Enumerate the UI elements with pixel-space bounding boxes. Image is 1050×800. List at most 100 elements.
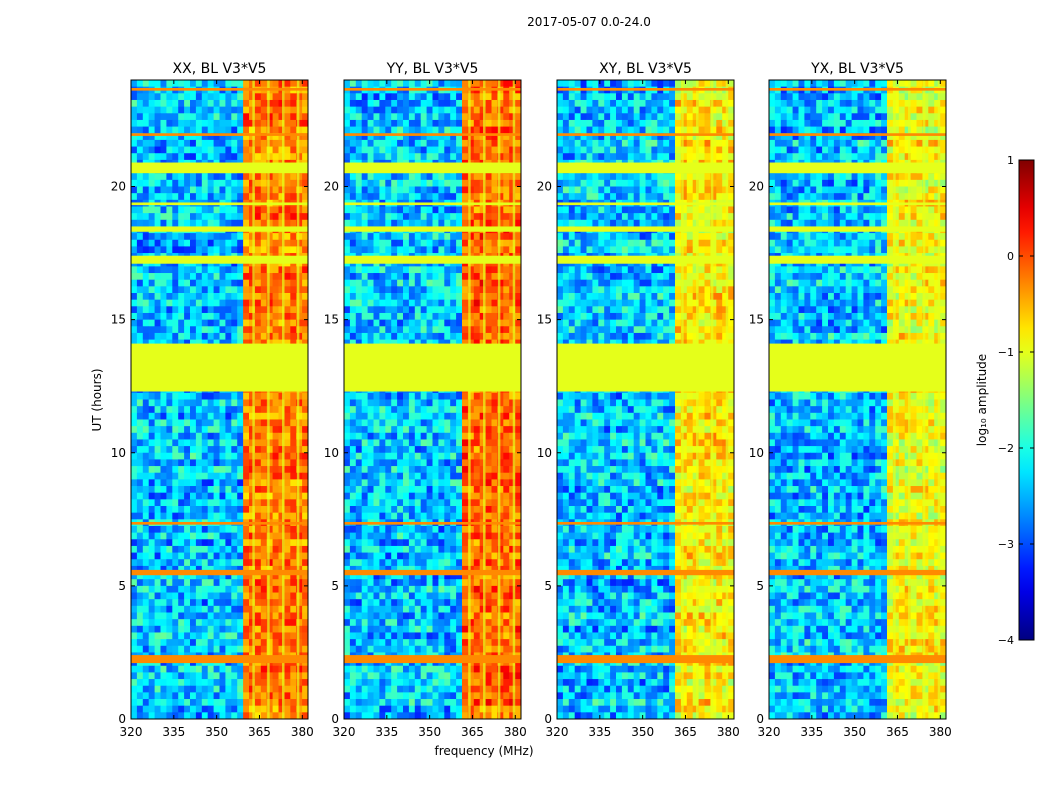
heatmap-cell [172,559,179,567]
heatmap-cell [349,312,357,321]
heatmap-cell [260,632,268,640]
heatmap-cell [178,552,185,560]
heatmap-cell [142,219,150,227]
heatmap-cell [148,306,155,314]
heatmap-cell [266,605,273,613]
heatmap-cell [397,459,404,467]
heatmap-cell [260,552,268,560]
heatmap-cell [142,146,150,154]
heatmap-cell [284,665,291,673]
heatmap-cell [385,506,392,514]
heatmap-cell [420,119,427,127]
heatmap-cell [178,639,185,647]
heatmap-cell [491,426,498,434]
heatmap-cell [284,672,291,680]
heatmap-cell [243,625,250,633]
heatmap-cell [136,645,144,653]
heatmap-cell [201,599,209,607]
heatmap-cell [450,186,457,194]
heatmap-cell [373,506,380,514]
heatmap-cell [154,545,161,553]
heatmap-cell [142,319,150,327]
heatmap-cell [403,153,410,161]
heatmap-cell [160,692,167,700]
heatmap-cell [403,213,410,221]
heatmap-cell [479,186,486,194]
heatmap-cell [403,93,410,101]
heatmap-cell [154,139,161,147]
heatmap-cell [426,299,433,307]
heatmap-cell [195,472,203,480]
heatmap-cell [142,512,150,520]
heatmap-cell [379,80,386,88]
heatmap-cell [266,219,273,227]
heatmap-cell [473,139,481,147]
heatmap-cell [379,246,386,254]
heatmap-cell [284,206,291,214]
heatmap-cell [131,452,138,460]
heatmap-cell [426,452,433,460]
heatmap-cell [344,525,351,534]
heatmap-cell [503,419,510,427]
heatmap-cell [131,293,138,301]
heatmap-cell [290,565,297,573]
heatmap-cell [284,439,291,447]
heatmap-cell [243,599,250,607]
heatmap-cell [284,319,291,327]
heatmap-cell [432,319,439,327]
heatmap-cell [503,179,510,187]
heatmap-cell [266,146,273,154]
heatmap-cell [213,439,220,447]
heatmap-cell [373,213,380,221]
heatmap-cell [272,139,279,147]
heatmap-cell [385,479,392,487]
heatmap-cell [361,146,368,154]
heatmap-cell [284,93,291,101]
heatmap-cell [172,452,179,460]
heatmap-cell [213,399,220,407]
heatmap-cell [272,712,279,719]
heatmap-cell [172,273,179,281]
heatmap-cell [284,466,291,474]
heatmap-cell [148,512,155,520]
heatmap-cell [373,306,380,314]
heatmap-cell [284,186,291,194]
heatmap-cell [254,80,262,88]
heatmap-cell [284,479,291,487]
heatmap-cell [432,499,439,507]
heatmap-cell [344,452,351,460]
heatmap-cell [509,306,516,314]
heatmap-cell [201,665,209,673]
heatmap-cell [166,312,173,321]
heatmap-cell [420,173,427,181]
heatmap-cell [456,312,463,321]
heatmap-cell [509,339,516,347]
heatmap-cell [243,153,250,161]
heatmap-cell [154,619,161,627]
heatmap-cell [219,599,226,607]
heatmap-cell [385,412,392,420]
heatmap-cell [408,106,416,114]
heatmap-cell [385,446,392,454]
heatmap-cell [479,339,486,347]
heatmap-cell [420,312,427,321]
heatmap-cell [213,632,220,640]
heatmap-cell [260,146,268,154]
heatmap-cell [207,612,214,620]
heatmap-cell [349,179,357,187]
heatmap-cell [349,186,357,194]
heatmap-cell [290,139,297,147]
heatmap-cell [207,312,214,321]
heatmap-cell [284,312,291,321]
heatmap-cell [278,266,285,274]
heatmap-cell [195,699,203,707]
heatmap-cell [148,605,155,613]
heatmap-cell [503,525,510,534]
heatmap-cell [272,692,279,700]
heatmap-cell [432,492,439,500]
heatmap-cell [479,499,486,507]
heatmap-cell [450,479,457,487]
heatmap-cell [473,419,481,427]
heatmap-cell [397,532,404,540]
heatmap-cell [142,525,150,534]
